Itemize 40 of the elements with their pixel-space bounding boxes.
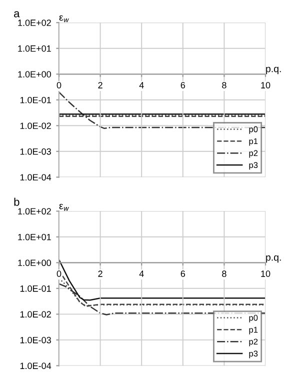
y-tick-label: 1.0E-02	[20, 122, 51, 130]
legend-label: p3	[249, 350, 258, 358]
x-tick-label: 2	[98, 82, 102, 88]
legend-label: p2	[249, 150, 258, 158]
legend-label: p1	[249, 138, 258, 146]
chart-title: a	[14, 11, 20, 18]
y-tick-label: 1.0E-03	[20, 148, 51, 155]
y-tick-label: 1.0E+02	[18, 20, 51, 26]
y-axis-title: ε$_{w}$	[59, 204, 69, 211]
y-tick-label: 1.0E-04	[20, 362, 52, 370]
x-tick-label: 6	[180, 270, 186, 277]
x-tick-label: 8	[222, 82, 226, 88]
x-tick-label: 0	[56, 270, 62, 277]
x-axis-title: p.q.	[266, 66, 281, 74]
legend-label: p0	[249, 126, 258, 134]
x-tick-label: 10	[261, 270, 270, 277]
y-axis-title: ε$_{w}$	[59, 15, 69, 22]
x-tick-label: 4	[139, 270, 144, 277]
x-tick-label: 8	[222, 270, 226, 277]
y-tick-label: 1.0E+00	[18, 71, 52, 78]
x-tick-label: 0	[56, 82, 62, 88]
legend-label: p1	[249, 326, 258, 334]
y-tick-label: 1.0E+01	[18, 234, 51, 240]
legend-label: p3	[249, 162, 258, 170]
x-tick-label: 2	[98, 270, 102, 277]
y-tick-label: 1.0E-01	[20, 285, 51, 292]
chart-title: b	[14, 198, 20, 206]
y-tick-label: 1.0E+00	[18, 260, 52, 266]
legend-label: p0	[249, 314, 258, 322]
y-tick-label: 1.0E+02	[18, 208, 51, 215]
x-tick-label: 10	[261, 82, 270, 88]
y-tick-label: 1.0E-02	[20, 311, 51, 318]
y-tick-label: 1.0E+01	[18, 45, 51, 52]
y-tick-label: 1.0E-01	[20, 96, 51, 104]
x-tick-label: 6	[180, 82, 186, 88]
y-tick-label: 1.0E-04	[20, 174, 52, 181]
y-tick-label: 1.0E-03	[20, 336, 51, 344]
x-axis-title: p.q.	[266, 255, 281, 263]
legend-label: p2	[249, 338, 258, 346]
x-tick-label: 4	[139, 82, 144, 88]
